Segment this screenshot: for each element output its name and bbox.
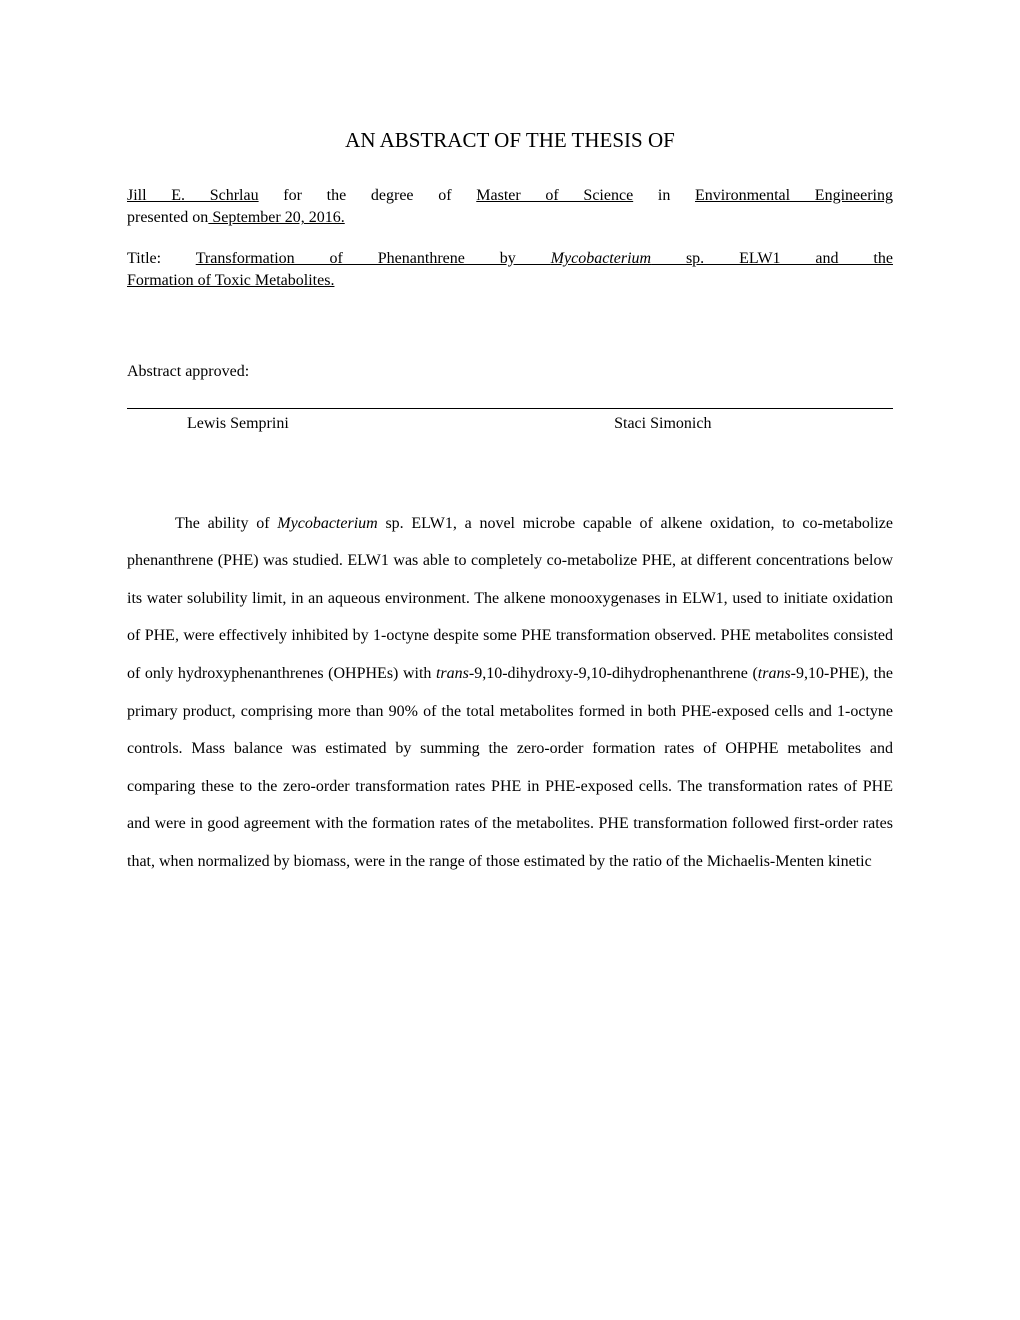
signer-2: Staci Simonich [554,415,893,433]
abstract-body: The ability of Mycobacterium sp. ELW1, a… [127,505,893,881]
author-name: Jill E. Schrlau [127,187,259,204]
genus-name-body: Mycobacterium [277,515,377,532]
thesis-title-line-1: Title: Transformation of Phenanthrene by… [127,248,893,270]
subject-prefix: in [633,187,695,204]
title-spacer [161,250,196,267]
thesis-title-line-2: Formation of Toxic Metabolites. [127,270,893,292]
abstract-text-2: sp. ELW1, a novel microbe capable of alk… [127,515,893,682]
presented-prefix: presented on [127,209,208,226]
trans-prefix-2: trans- [758,665,796,682]
signature-line [127,389,893,409]
trans-prefix-1: trans- [436,665,474,682]
thesis-title-block: Title: Transformation of Phenanthrene by… [127,248,893,293]
signature-names: Lewis Semprini Staci Simonich [127,415,893,433]
abstract-text-3: 9,10-dihydroxy-9,10-dihydrophenanthrene … [474,665,758,682]
abstract-paragraph: The ability of Mycobacterium sp. ELW1, a… [127,505,893,881]
approval-section: Abstract approved: Lewis Semprini Staci … [127,363,893,433]
author-line-2: presented on September 20, 2016. [127,207,893,229]
thesis-title-part1: Transformation of Phenanthrene by Mycoba… [196,250,893,267]
author-degree-block: Jill E. Schrlau for the degree of Master… [127,185,893,230]
approval-label: Abstract approved: [127,363,893,381]
abstract-text-4: 9,10-PHE), the primary product, comprisi… [127,665,893,870]
page-title: AN ABSTRACT OF THE THESIS OF [127,128,893,153]
thesis-title-part2: Formation of Toxic Metabolites. [127,272,334,289]
subject: Environmental Engineering [695,187,893,204]
degree: Master of Science [476,187,633,204]
presentation-date: September 20, 2016. [208,209,344,226]
signer-1: Lewis Semprini [187,415,554,433]
degree-prefix: for the degree of [259,187,477,204]
title-label: Title: [127,250,161,267]
abstract-text-1: The ability of [175,515,277,532]
genus-name: Mycobacterium [551,250,651,267]
author-line-1: Jill E. Schrlau for the degree of Master… [127,185,893,207]
